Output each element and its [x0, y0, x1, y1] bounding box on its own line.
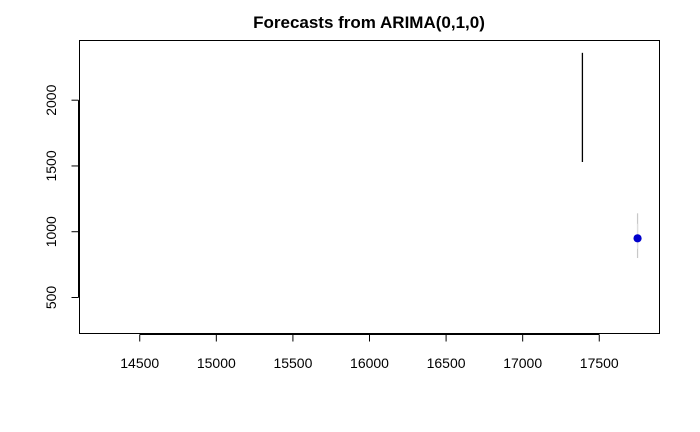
x-tick-label: 16000 — [350, 355, 389, 371]
chart-title: Forecasts from ARIMA(0,1,0) — [253, 13, 485, 32]
x-axis: 14500 15000 15500 16000 16500 17000 17500 — [120, 334, 619, 371]
plot-marks — [581, 52, 642, 259]
x-tick-label: 17000 — [503, 355, 542, 371]
y-axis: 500 1000 1500 2000 — [43, 84, 79, 309]
x-tick-label: 15500 — [273, 355, 312, 371]
y-tick-label: 1500 — [43, 150, 59, 181]
plot-area — [79, 40, 660, 334]
x-tick-label: 16500 — [427, 355, 466, 371]
y-tick-label: 2000 — [43, 84, 59, 115]
y-tick-label: 500 — [43, 286, 59, 310]
y-tick-label: 1000 — [43, 216, 59, 247]
forecast-point — [633, 234, 642, 243]
x-tick-label: 17500 — [580, 355, 619, 371]
x-tick-label: 14500 — [120, 355, 159, 371]
x-tick-label: 15000 — [197, 355, 236, 371]
